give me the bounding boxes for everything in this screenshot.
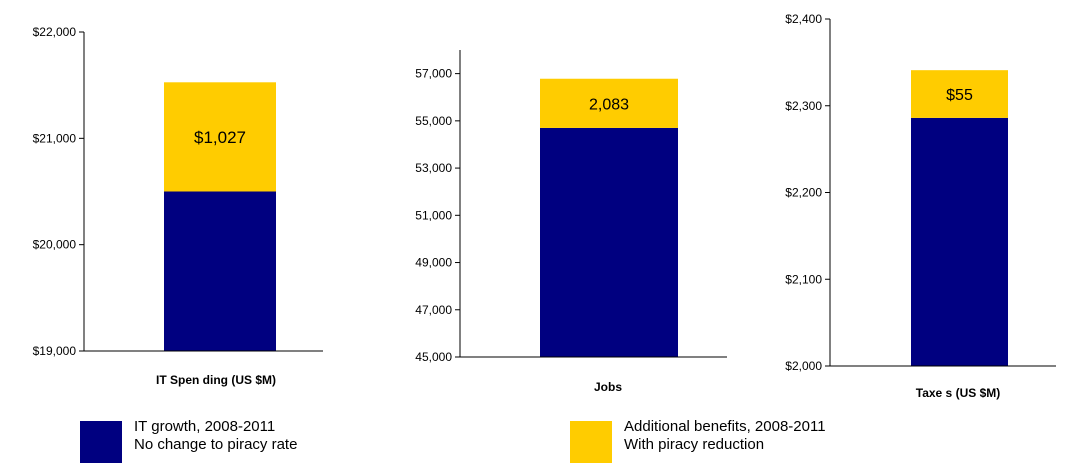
legend-item-benefit: Additional benefits, 2008-2011 With pira… [570,418,826,463]
y-tick-label-2-1: 47,000 [415,303,452,317]
legend-text-benefit: Additional benefits, 2008-2011 With pira… [624,418,826,454]
y-tick-label-1-1: $20,000 [33,238,77,252]
y-tick-label-3-4: $2,400 [785,12,822,26]
x-axis-label-1: IT Spen ding (US $M) [156,373,276,387]
bar-baseline-1 [164,191,276,351]
bar-data-label-1: $1,027 [194,128,246,147]
x-axis-label-3: Taxe s (US $M) [916,386,1000,400]
y-tick-label-2-4: 53,000 [415,161,452,175]
legend-label-benefit-line2: With piracy reduction [624,436,765,453]
y-tick-label-3-0: $2,000 [785,359,822,373]
bar-benefit-3 [911,70,1008,118]
y-tick-label-1-2: $21,000 [33,131,77,145]
y-tick-label-2-5: 55,000 [415,114,452,128]
bar-benefit-2 [540,78,678,128]
x-axis-label-2: Jobs [594,380,622,394]
y-tick-label-2-6: 57,000 [415,67,452,81]
bar-data-label-2: 2,083 [589,96,629,113]
y-tick-label-2-2: 49,000 [415,256,452,270]
y-tick-label-1-0: $19,000 [33,344,77,358]
y-tick-label-3-1: $2,100 [785,272,822,286]
legend-swatch-baseline [80,421,122,463]
bar-data-label-3: $55 [946,87,973,104]
legend-label-benefit-line1: Additional benefits, 2008-2011 [624,418,826,435]
bar-benefit-1 [164,82,276,192]
legend-label-baseline-line1: IT growth, 2008-2011 [134,418,276,435]
bar-baseline-2 [540,127,678,357]
legend-item-baseline: IT growth, 2008-2011 No change to piracy… [80,418,297,463]
y-tick-label-1-3: $22,000 [33,25,77,39]
y-tick-label-2-0: 45,000 [415,350,452,364]
y-tick-label-2-3: 51,000 [415,208,452,222]
y-tick-label-3-2: $2,200 [785,186,822,200]
legend-text-baseline: IT growth, 2008-2011 No change to piracy… [134,418,297,454]
legend-swatch-benefit [570,421,612,463]
bar-baseline-3 [911,117,1008,367]
y-tick-label-3-3: $2,300 [785,99,822,113]
legend-label-baseline-line2: No change to piracy rate [134,436,298,453]
